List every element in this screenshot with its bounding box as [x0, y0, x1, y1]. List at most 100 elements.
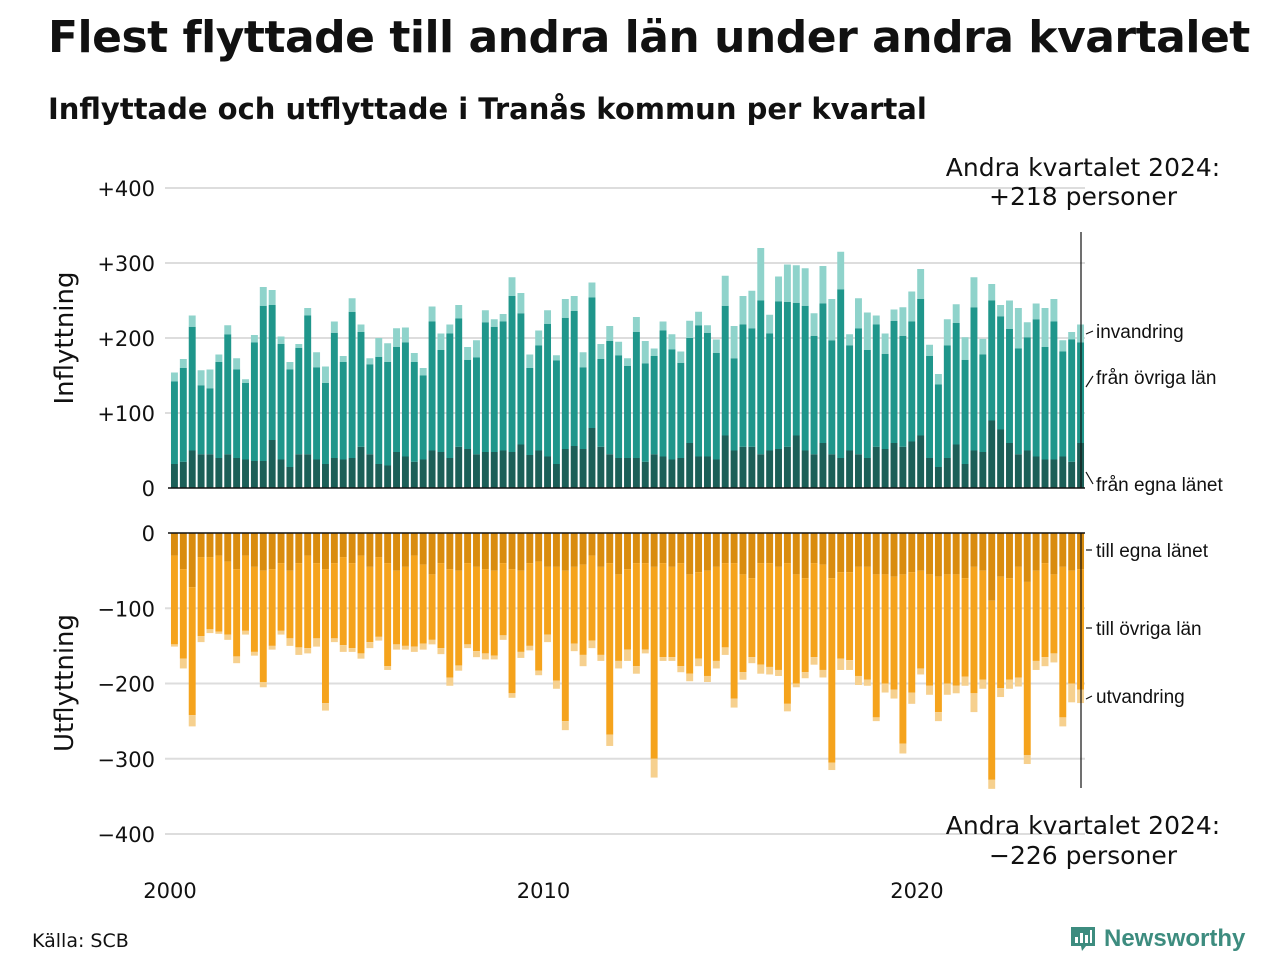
bar-segment-2: [748, 657, 756, 664]
bar-segment-0: [695, 533, 703, 573]
bar-segment-1: [668, 349, 676, 460]
bar-segment-0: [739, 533, 747, 575]
bar-segment-1: [917, 570, 925, 669]
bar-segment-1: [384, 563, 392, 667]
bar-segment-1: [988, 300, 996, 421]
bar-segment-1: [588, 297, 596, 428]
bar-segment-2: [499, 635, 507, 640]
bar-segment-0: [624, 458, 631, 488]
bar-segment-1: [419, 564, 427, 644]
bar-segment-0: [446, 458, 454, 488]
bar-segment-0: [544, 456, 552, 488]
bar-segment-1: [552, 360, 560, 464]
bar-segment-0: [908, 533, 916, 573]
bar-segment-2: [508, 693, 516, 698]
bar-segment-2: [224, 325, 232, 335]
bar-segment-2: [766, 314, 774, 334]
bar-segment-0: [757, 454, 765, 488]
bar-segment-1: [446, 333, 454, 458]
bar-segment-0: [339, 533, 347, 558]
bar-segment-1: [695, 572, 703, 659]
bar-segment-0: [846, 533, 854, 573]
bar-segment-1: [286, 369, 294, 467]
bar-segment-2: [712, 339, 720, 353]
bar-segment-1: [766, 333, 774, 451]
bar-segment-0: [179, 533, 187, 570]
bar-segment-0: [952, 444, 960, 488]
bar-segment-0: [970, 533, 978, 567]
bar-segment-2: [837, 251, 845, 290]
bar-segment-2: [277, 336, 285, 344]
bar-segment-2: [179, 359, 187, 368]
series-label-utvandring: utvandring: [1096, 687, 1185, 708]
bar-segment-2: [366, 358, 374, 365]
bar-segment-1: [712, 353, 720, 460]
bar-segment-1: [926, 356, 934, 458]
bar-segment-1: [650, 566, 658, 759]
bar-segment-1: [535, 561, 543, 671]
bar-segment-1: [881, 574, 889, 684]
bar-segment-1: [1050, 321, 1058, 460]
bar-segment-2: [783, 264, 791, 302]
bar-segment-2: [801, 268, 809, 306]
bar-segment-2: [552, 355, 560, 361]
bar-segment-1: [863, 350, 871, 458]
bar-segment-2: [1006, 679, 1013, 689]
bar-segment-2: [286, 638, 294, 646]
bar-segment-1: [712, 566, 720, 661]
bar-segment-0: [401, 456, 409, 488]
bar-segment-0: [890, 443, 898, 488]
bar-segment-2: [490, 655, 498, 660]
bar-segment-2: [695, 658, 703, 667]
bar-segment-2: [233, 358, 241, 370]
y-tick-label: 0: [142, 522, 155, 546]
bar-segment-2: [561, 299, 569, 318]
bar-segment-0: [357, 533, 365, 556]
bar-segment-1: [899, 574, 907, 744]
bar-segment-1: [321, 383, 329, 464]
y-tick-label: −200: [97, 673, 155, 697]
bar-segment-2: [339, 645, 347, 652]
bar-segment-1: [632, 332, 640, 458]
bar-segment-1: [988, 600, 996, 780]
bar-segment-2: [837, 658, 845, 670]
bar-segment-2: [579, 654, 587, 667]
bar-segment-0: [206, 454, 214, 488]
bar-segment-2: [783, 703, 791, 712]
bar-segment-1: [970, 566, 978, 694]
bar-segment-2: [881, 333, 889, 354]
bar-segment-0: [277, 533, 285, 564]
bar-segment-1: [188, 326, 196, 451]
bar-segment-2: [330, 321, 338, 333]
bar-segment-0: [1032, 456, 1040, 488]
bar-segment-2: [979, 338, 987, 355]
bar-segment-2: [508, 277, 516, 296]
bar-segment-1: [330, 332, 338, 458]
bar-segment-0: [170, 533, 178, 556]
bar-segment-1: [259, 570, 267, 682]
bar-segment-2: [1023, 754, 1031, 765]
bar-segment-1: [846, 572, 854, 661]
bar-segment-1: [961, 578, 969, 677]
bar-segment-1: [384, 362, 392, 466]
bar-segment-2: [259, 681, 267, 688]
bar-segment-0: [570, 533, 578, 567]
bar-segment-2: [828, 762, 836, 771]
bar-segment-1: [775, 566, 782, 670]
bar-segment-2: [561, 721, 569, 731]
bar-segment-0: [686, 443, 694, 488]
newsworthy-logo[interactable]: Newsworthy: [1068, 924, 1245, 954]
bar-segment-2: [659, 321, 667, 331]
bar-segment-0: [579, 533, 587, 565]
bar-segment-0: [899, 446, 907, 488]
bar-segment-1: [250, 342, 258, 461]
bar-segment-0: [730, 533, 738, 564]
bar-segment-1: [233, 369, 241, 458]
bar-segment-1: [997, 576, 1005, 689]
bar-segment-1: [1006, 578, 1013, 680]
bar-segment-2: [304, 648, 312, 654]
bar-segment-0: [988, 420, 996, 488]
bar-segment-0: [1068, 533, 1076, 571]
bar-segment-0: [437, 452, 445, 488]
bar-segment-1: [419, 375, 427, 460]
